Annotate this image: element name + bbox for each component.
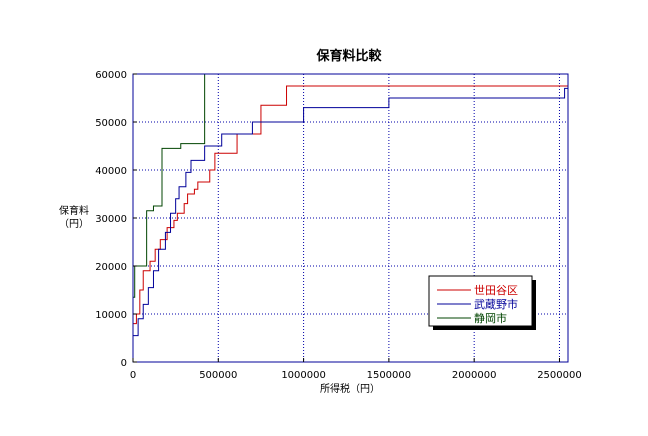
y-tick-label: 60000: [95, 70, 127, 81]
x-tick-label: 1500000: [367, 370, 412, 381]
legend-box: [428, 275, 533, 327]
x-tick-label: 0: [130, 370, 136, 381]
y-tick-label: 0: [121, 358, 127, 369]
y-tick-label: 50000: [95, 118, 127, 129]
x-tick-label: 2000000: [452, 370, 497, 381]
y-axis-label-unit: （円）: [59, 218, 89, 230]
y-tick-label: 30000: [95, 214, 127, 225]
chart-title: 保育料比較: [315, 48, 382, 64]
x-tick-label: 1000000: [281, 370, 326, 381]
x-tick-label: 2500000: [537, 370, 582, 381]
series-line-0: [133, 85, 568, 325]
series-line-1: [133, 87, 568, 337]
legend-label-0: 世田谷区: [474, 284, 518, 297]
y-tick-label: 10000: [95, 310, 127, 321]
y-tick-label: 20000: [95, 262, 127, 273]
y-tick-label: 40000: [95, 166, 127, 177]
legend-label-1: 武蔵野市: [474, 297, 518, 311]
x-tick-label: 500000: [199, 370, 237, 381]
legend-label-2: 静岡市: [474, 311, 507, 325]
grid: [133, 74, 568, 362]
ticks: 0 500000 1000000 1500000 2000000 2500000 0 1000…: [95, 70, 582, 381]
y-axis-label: 保育料: [59, 204, 89, 217]
x-axis-label: 所得税（円）: [320, 382, 380, 395]
